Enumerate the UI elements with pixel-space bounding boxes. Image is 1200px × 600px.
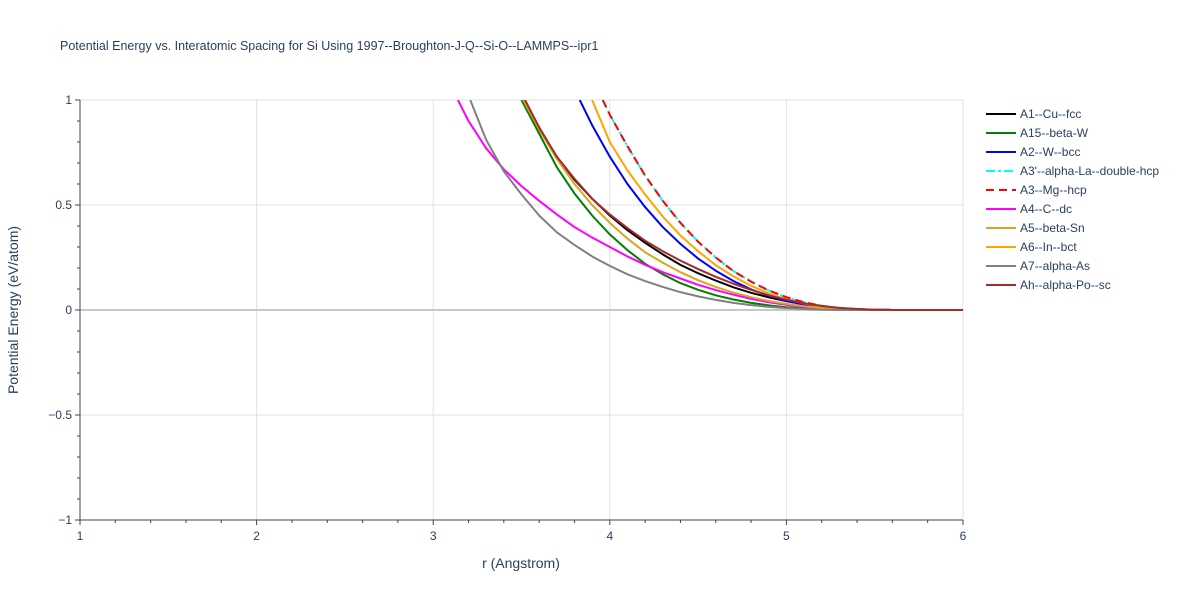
legend: A1--Cu--fcc A15--beta-W A2--W--bcc A3'--alp…	[986, 107, 1159, 292]
chart-title: Potential Energy vs. Interatomic Spacing…	[60, 39, 598, 53]
y-tick-label: −0.5	[48, 408, 72, 422]
x-tick-labels: 1 2 3 4 5 6	[77, 529, 967, 543]
legend-item-9[interactable]: Ah--alpha-Po--sc	[986, 278, 1111, 292]
x-tick-label: 6	[960, 529, 967, 543]
y-tick-label: 0.5	[55, 198, 72, 212]
legend-item-5[interactable]: A4--C--dc	[986, 202, 1072, 216]
x-tick-label: 2	[253, 529, 260, 543]
y-tick-label: 0	[65, 303, 72, 317]
legend-label: A7--alpha-As	[1020, 259, 1090, 273]
x-axis-title: r (Angstrom)	[482, 555, 560, 571]
series-layer	[457, 100, 963, 311]
legend-item-8[interactable]: A7--alpha-As	[986, 259, 1090, 273]
x-tick-label: 4	[606, 529, 613, 543]
legend-label: A15--beta-W	[1020, 126, 1089, 140]
y-tick-labels: −1 −0.5 0 0.5 1	[48, 93, 72, 527]
legend-label: A3'--alpha-La--double-hcp	[1020, 164, 1159, 178]
x-tick-label: 1	[77, 529, 84, 543]
legend-item-7[interactable]: A6--In--bct	[986, 240, 1077, 254]
x-tick-label: 3	[430, 529, 437, 543]
legend-label: A3--Mg--hcp	[1020, 183, 1087, 197]
legend-item-4[interactable]: A3--Mg--hcp	[986, 183, 1087, 197]
legend-label: A2--W--bcc	[1020, 145, 1080, 159]
y-axis-title: Potential Energy (eV/atom)	[5, 226, 21, 394]
axes	[75, 99, 964, 525]
x-tick-label: 5	[783, 529, 790, 543]
series-line-9	[524, 100, 963, 311]
legend-label: A6--In--bct	[1020, 240, 1077, 254]
legend-item-6[interactable]: A5--beta-Sn	[986, 221, 1085, 235]
legend-label: A4--C--dc	[1020, 202, 1072, 216]
legend-item-0[interactable]: A1--Cu--fcc	[986, 107, 1081, 121]
legend-label: A5--beta-Sn	[1020, 221, 1085, 235]
legend-label: A1--Cu--fcc	[1020, 107, 1081, 121]
series-line-8	[469, 100, 963, 311]
legend-item-2[interactable]: A2--W--bcc	[986, 145, 1080, 159]
legend-label: Ah--alpha-Po--sc	[1020, 278, 1111, 292]
legend-item-3[interactable]: A3'--alpha-La--double-hcp	[986, 164, 1159, 178]
y-tick-label: −1	[58, 513, 72, 527]
series-line-4	[601, 100, 963, 311]
y-tick-label: 1	[65, 93, 72, 107]
legend-item-1[interactable]: A15--beta-W	[986, 126, 1089, 140]
